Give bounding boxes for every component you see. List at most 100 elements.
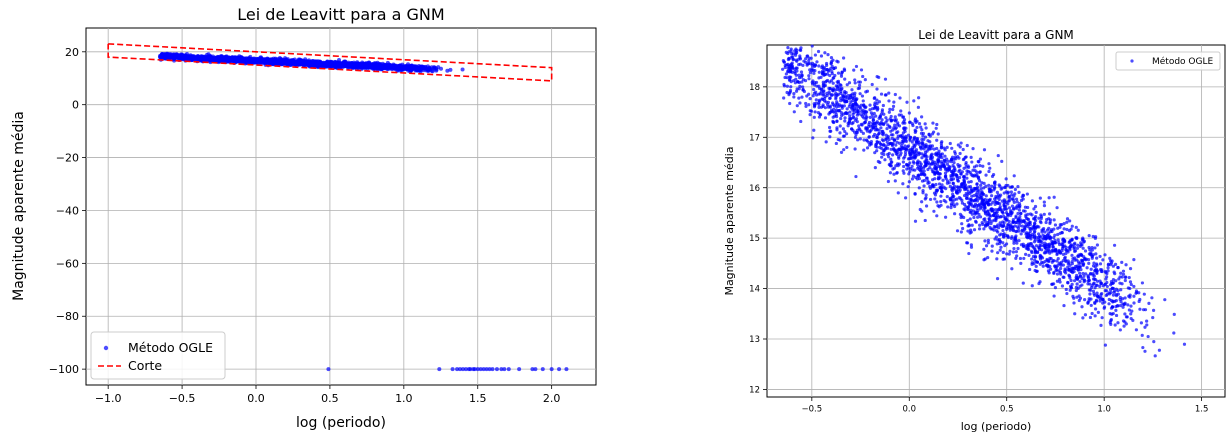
data-point [901,160,905,164]
data-point [829,62,833,66]
data-point [977,179,982,183]
data-point [1076,228,1080,232]
data-point [903,144,907,148]
data-point [894,131,899,135]
data-point [838,131,842,135]
data-point [821,85,826,89]
data-point [867,135,871,139]
data-point [1088,315,1093,320]
data-point [1098,254,1102,259]
data-point [979,183,983,187]
data-point [1048,230,1053,234]
data-point [974,220,978,224]
legend-label-ogle: Método OGLE [128,340,213,355]
data-point [305,60,310,65]
y-tick-label: −80 [56,310,79,323]
data-point [1018,204,1022,208]
data-point [1081,263,1085,268]
data-point [789,85,793,89]
data-point [842,104,846,108]
data-point [1111,264,1115,268]
data-point [1027,236,1032,240]
data-point [1017,217,1021,221]
data-point [1057,261,1061,265]
data-point [1114,294,1119,298]
data-point [792,95,796,99]
data-point [852,68,856,72]
data-point [1047,236,1051,240]
data-point [960,222,964,226]
data-point [952,160,956,165]
data-point [784,50,788,54]
data-point [1157,348,1162,352]
data-point [1044,263,1048,268]
data-point [1100,291,1104,296]
data-point [960,198,964,202]
data-point [1118,297,1122,302]
data-point [293,60,298,65]
data-point [996,251,1000,255]
data-point [1010,193,1014,197]
data-point [1128,293,1132,297]
data-point [944,200,948,204]
data-point [835,93,839,97]
data-point [931,160,935,164]
data-point [1141,345,1145,350]
data-point [1016,246,1020,251]
data-point [1102,305,1107,309]
data-point [1114,304,1118,309]
data-point [962,179,966,183]
data-point [1078,296,1083,300]
data-point [792,110,796,114]
data-point [999,245,1003,249]
data-point [1003,185,1007,189]
data-point [865,115,869,119]
data-point [982,217,986,222]
y-axis-label: Magnitude aparente média [11,111,27,301]
data-point [1038,257,1043,261]
data-point [800,80,804,84]
data-point [1095,294,1100,298]
data-point [823,51,827,55]
data-point [917,96,921,100]
data-point [801,63,805,67]
data-point [1086,257,1091,262]
data-point [959,230,963,234]
data-point [1129,312,1133,316]
data-point [1081,246,1085,250]
data-point [971,147,975,151]
data-point [823,106,827,110]
data-point [975,170,979,174]
data-point [983,224,988,228]
x-axis-label: log (periodo) [961,420,1032,433]
data-point [219,57,224,62]
data-point [984,173,988,177]
data-point [898,153,902,157]
data-point [907,166,911,170]
data-point [925,149,929,153]
data-point [1060,284,1065,288]
data-point [1110,312,1114,316]
data-point [207,55,212,60]
data-point [865,110,869,114]
data-point [917,122,922,126]
data-point [996,223,1000,227]
data-point [785,84,789,88]
data-point [913,219,918,223]
data-point [1147,301,1151,305]
data-point [786,46,790,50]
data-point [919,141,924,145]
data-point [930,168,934,172]
data-point [953,204,957,209]
data-point [960,201,965,205]
data-point [855,120,859,124]
data-point [1048,264,1052,269]
data-point [1044,237,1048,241]
data-point [1041,228,1045,232]
data-point [969,230,973,234]
data-point [1126,286,1130,290]
data-point [904,196,908,200]
data-point [1014,197,1019,201]
data-point [1030,213,1034,217]
data-point [900,141,904,146]
